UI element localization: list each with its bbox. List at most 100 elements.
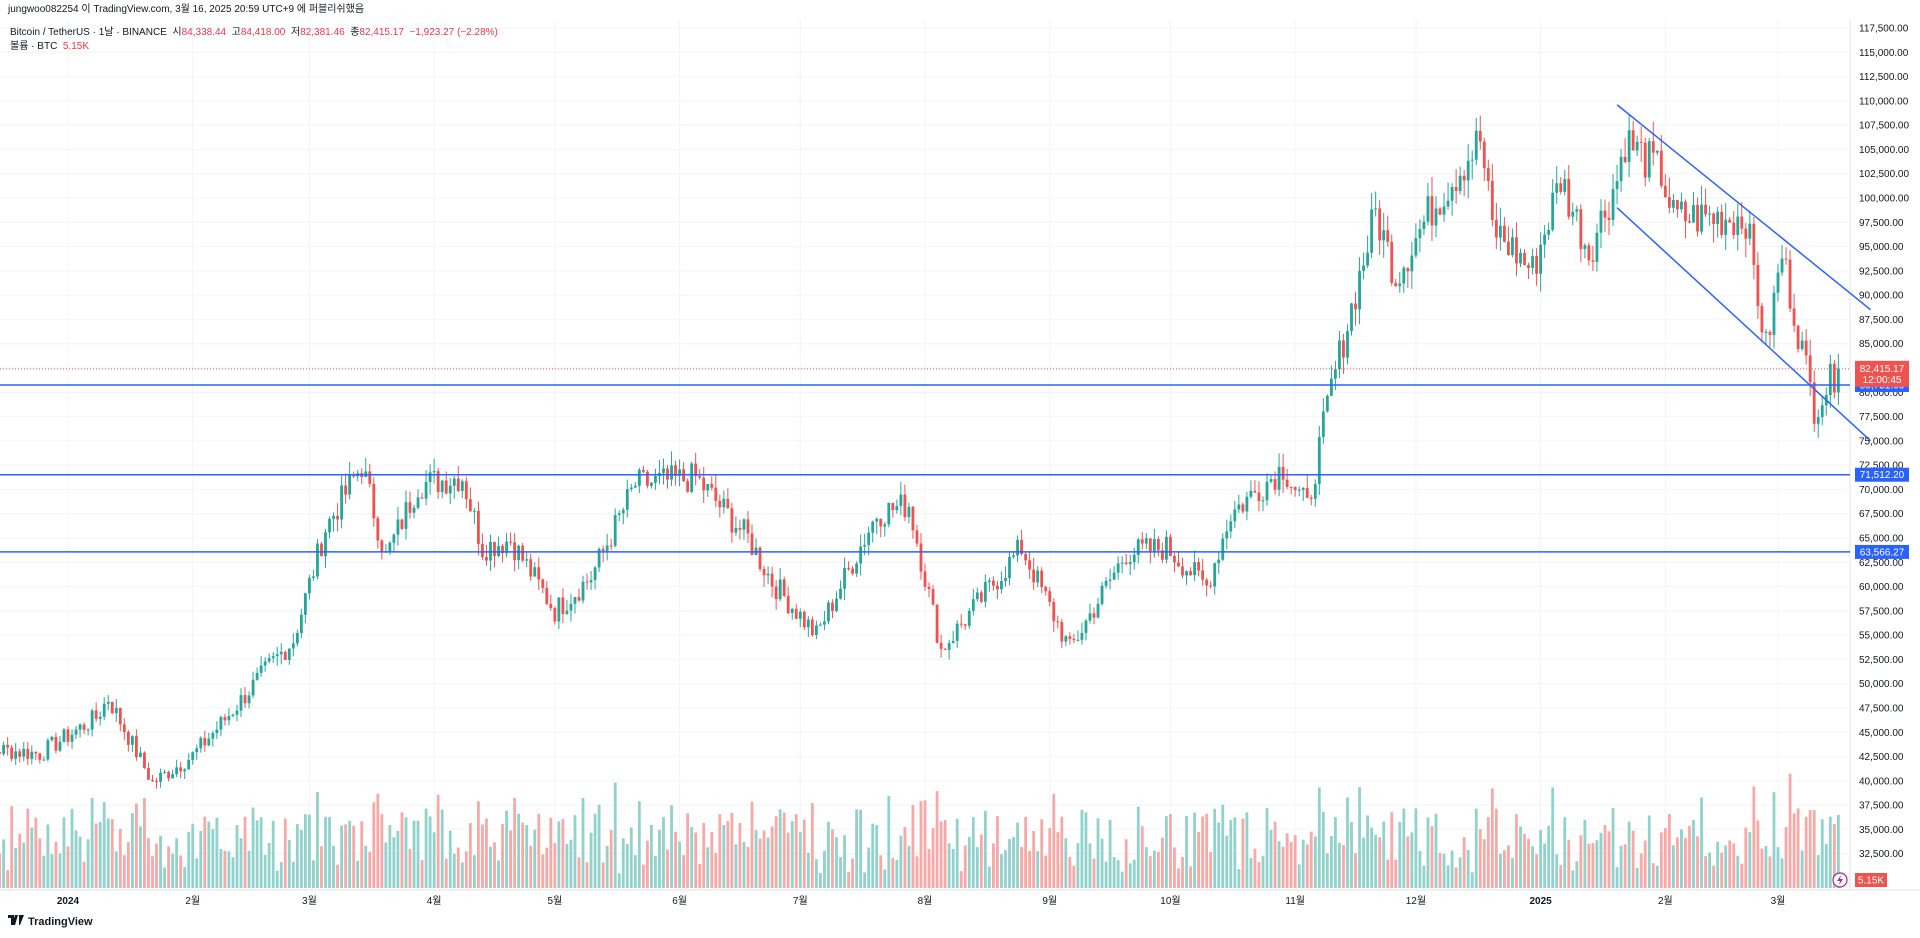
candle-body [1000, 580, 1003, 590]
candle-body [497, 545, 500, 557]
candle-body [1213, 563, 1217, 587]
candle-body [1450, 186, 1454, 201]
volume-bar [1008, 839, 1011, 888]
candle-body [1418, 229, 1422, 239]
candle-body [573, 597, 577, 604]
volume-bar [996, 816, 999, 888]
volume-bar [770, 826, 774, 888]
candle-body [1148, 538, 1152, 552]
candle-body [207, 738, 211, 746]
candle-body [1515, 237, 1518, 264]
volume-bar [1635, 867, 1639, 888]
volume-bar [827, 821, 830, 888]
volume-bar [690, 827, 694, 888]
time-axis[interactable]: 2024 2월 3월 4월 5월 6월 7월 8월 9월 10월 11월 12월 2025 2월 3월 [57, 895, 1786, 907]
volume-bar [444, 858, 448, 888]
candle-body [147, 767, 150, 780]
price-tick-label: 87,500.00 [1859, 315, 1904, 326]
volume-bar [710, 832, 714, 888]
candle-body [34, 751, 38, 754]
candle-body [1619, 156, 1623, 182]
candle-body [839, 588, 842, 599]
volume-bar [545, 847, 549, 888]
drawn-lines[interactable] [0, 104, 1872, 553]
candle-body [324, 532, 327, 557]
volume-bar [1583, 819, 1587, 888]
candle-body [915, 530, 919, 544]
volume-bar [855, 809, 859, 888]
candle-body [1832, 363, 1836, 393]
candle-body [923, 571, 927, 587]
volume-bar [589, 832, 593, 888]
volume-bar [1398, 821, 1402, 888]
volume-label[interactable]: 볼륨 · BTC [10, 41, 58, 52]
volume-bar [320, 846, 323, 888]
candle-body [1627, 130, 1631, 163]
volume-bar [291, 861, 295, 888]
candle-body [1543, 234, 1547, 245]
volume-value: 5.15K [62, 41, 89, 52]
candle-body [662, 468, 665, 473]
volume-bar [1197, 831, 1201, 888]
candle-body [1535, 256, 1538, 274]
candle-body [593, 567, 597, 581]
candle-body [794, 608, 798, 619]
volume-bar [1768, 856, 1772, 888]
price-tick-label: 72,500.00 [1859, 461, 1904, 472]
time-tick-label: 3월 [302, 895, 317, 907]
candle-body [1599, 210, 1603, 233]
volume-bar [1804, 816, 1808, 888]
volume-bar [1555, 854, 1559, 888]
candle-body [436, 471, 440, 493]
candle-body [875, 518, 879, 522]
candle-body [223, 717, 227, 721]
publish-header: jungwoo082254 이 TradingView.com, 3월 16, … [0, 0, 1920, 20]
volume-bar [1684, 838, 1687, 888]
candle-body [1414, 238, 1418, 256]
volume-bar [613, 782, 617, 888]
candle-body [283, 651, 287, 660]
volume-bar [1816, 855, 1820, 888]
candle-body [1402, 267, 1406, 284]
candle-body [674, 465, 677, 476]
volume-bar [1253, 848, 1257, 888]
volume-bar [1028, 851, 1032, 888]
volume-bar [541, 854, 545, 888]
volume-bar [1639, 853, 1643, 888]
volume-bar [1004, 850, 1007, 888]
volume-bar [336, 864, 339, 888]
volume-bar [1297, 864, 1301, 888]
volume-bar [875, 825, 879, 888]
candle-body [867, 532, 871, 546]
volume-bar [1245, 812, 1249, 888]
volume-bar [356, 860, 360, 888]
candle-body [424, 482, 428, 499]
candle-body [74, 729, 78, 735]
candle-body [102, 703, 106, 717]
footer-brand[interactable]: TradingView [8, 915, 93, 928]
volume-bar [702, 822, 706, 888]
candle-body [996, 585, 999, 590]
candle-body [545, 587, 549, 604]
price-axis[interactable]: 117,500.00 115,000.00 112,500.00 110,000.00… [1859, 24, 1909, 861]
volume-bar [1780, 858, 1784, 888]
candle-body [1828, 363, 1832, 396]
candle-body [199, 737, 203, 749]
volume-bar [794, 814, 798, 888]
volume-bar [662, 817, 665, 888]
candle-body [1398, 283, 1402, 286]
candle-body [1724, 219, 1728, 235]
volume-bar [235, 825, 239, 888]
candle-body [601, 548, 605, 551]
candle-body [1257, 492, 1261, 502]
symbol-label[interactable]: Bitcoin / TetherUS · 1날 · BINANCE [10, 27, 167, 38]
volume-bar [1676, 837, 1679, 888]
volume-bar [1406, 836, 1410, 888]
volume-bar [919, 801, 923, 888]
volume-bar [247, 850, 251, 888]
volume-bar [139, 826, 142, 888]
volume-bar [1325, 853, 1329, 888]
volume-bar [376, 793, 380, 888]
candle-body [694, 463, 698, 477]
